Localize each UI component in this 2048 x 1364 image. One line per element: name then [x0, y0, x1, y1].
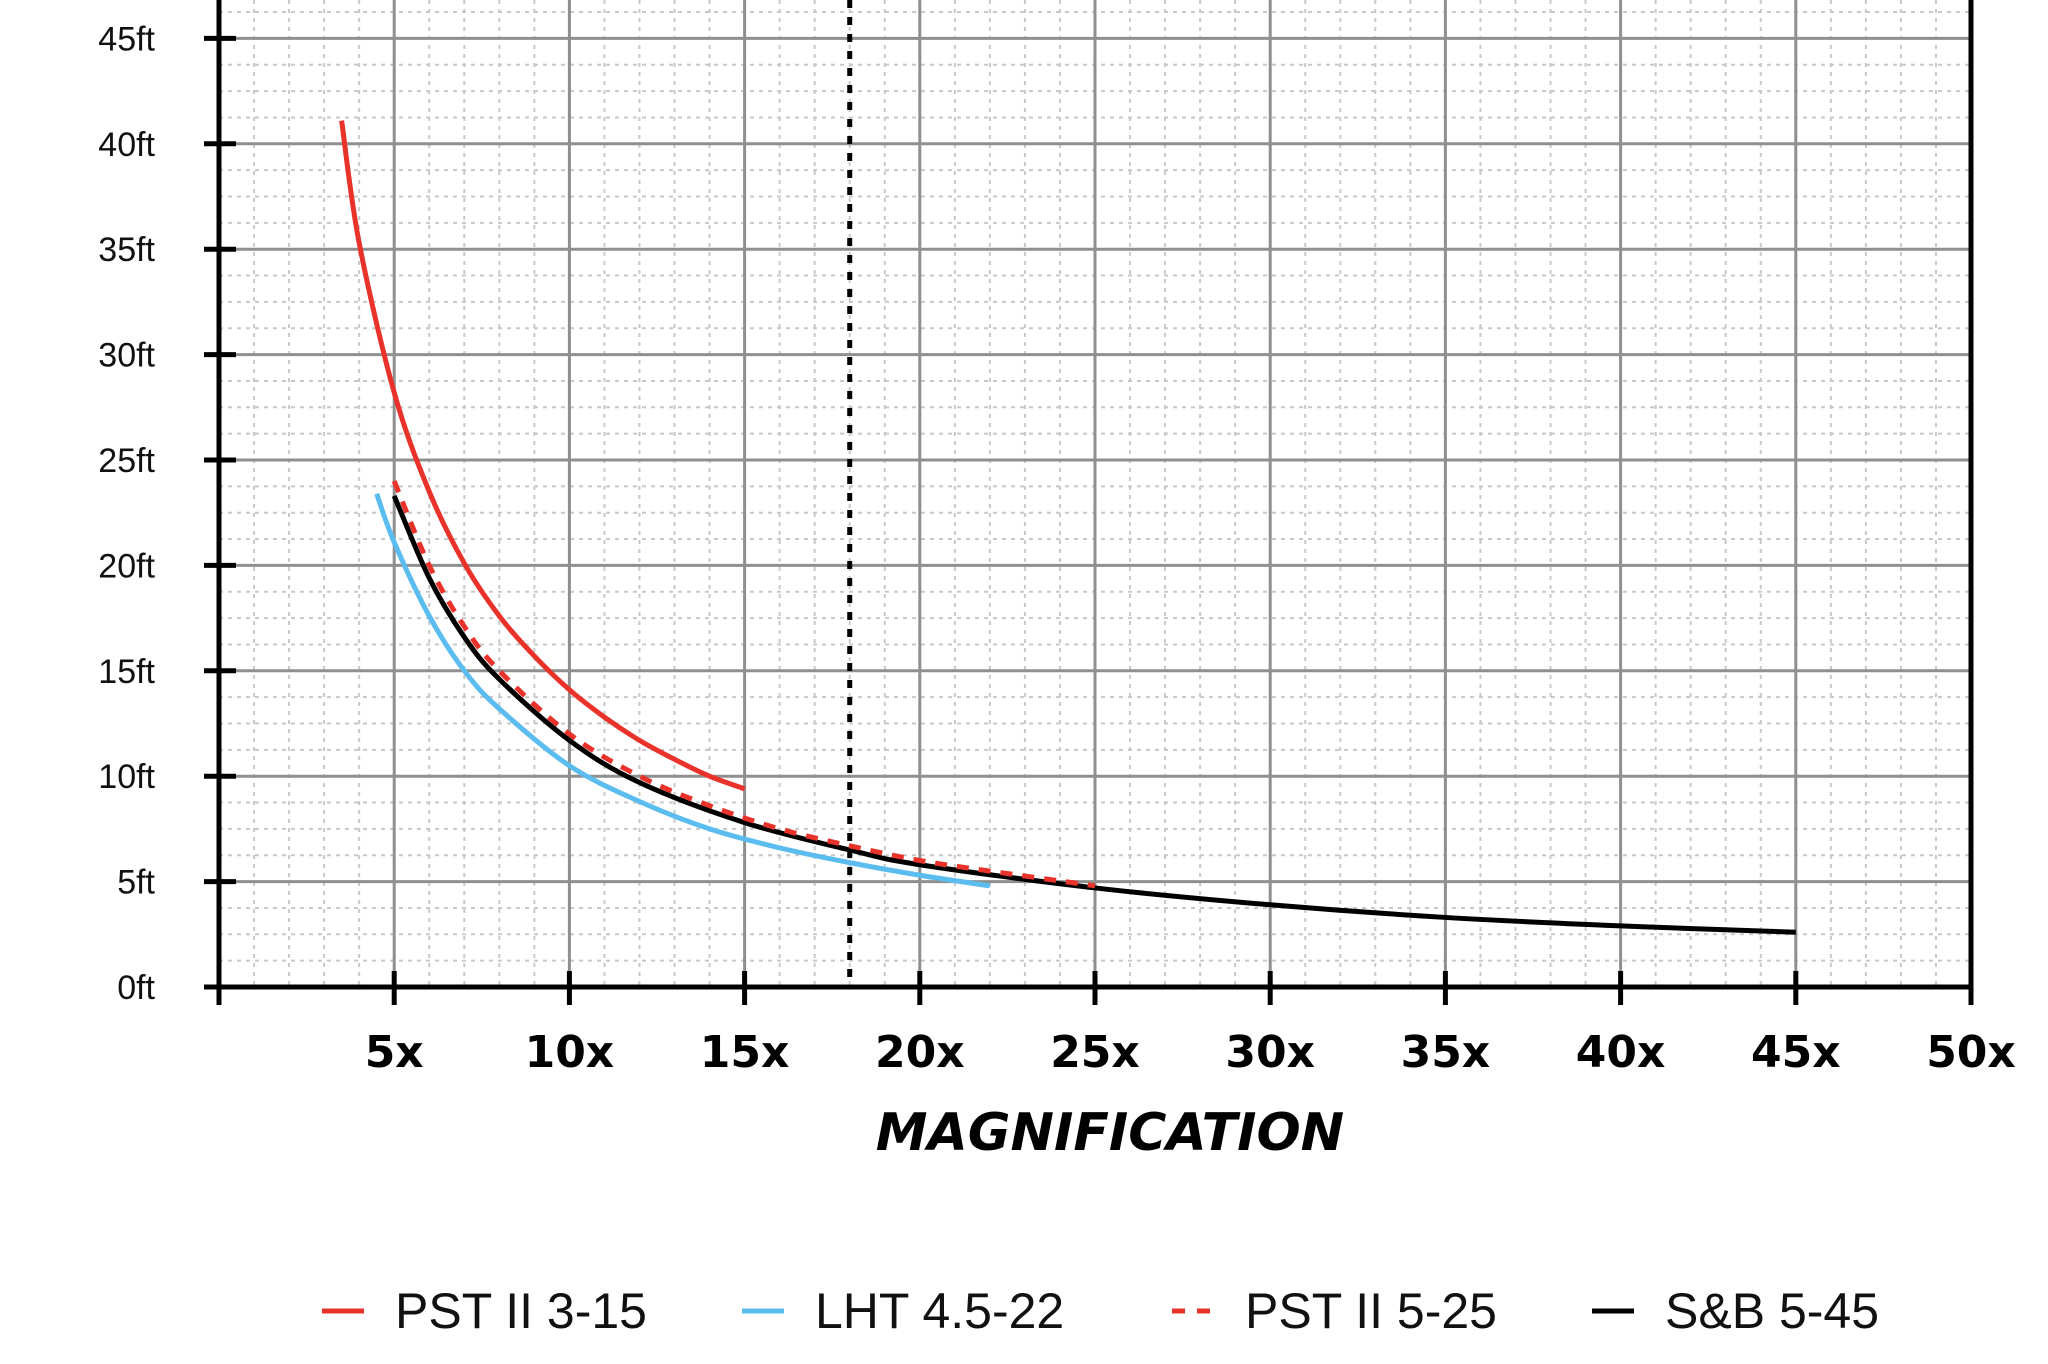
major-grid — [219, 0, 1971, 987]
series-line-lht-4-5-22 — [374, 492, 991, 889]
y-tick-label: 10ft — [98, 758, 155, 796]
legend-label: S&B 5-45 — [1665, 1283, 1879, 1339]
x-tick-label: 40x — [1576, 1027, 1666, 1078]
x-tick-label: 45x — [1751, 1027, 1841, 1078]
y-tick-label: 15ft — [98, 653, 155, 691]
x-tick-label: 5x — [365, 1027, 424, 1078]
x-tick-label: 20x — [875, 1027, 965, 1078]
x-tick-label: 15x — [700, 1027, 790, 1078]
y-tick-labels: 0ft 5ft 10ft 15ft 20ft 25ft 30ft 35ft 40ft 45ft — [98, 20, 155, 1007]
series-line-s-b-5-45 — [391, 494, 1796, 935]
y-tick-label: 25ft — [98, 442, 155, 480]
axes — [204, 0, 1974, 1005]
y-tick-label: 5ft — [117, 864, 155, 902]
x-axis-label: MAGNIFICATION — [876, 1103, 1344, 1163]
x-tick-label: 25x — [1050, 1027, 1140, 1078]
series-layer — [339, 120, 1796, 935]
legend-label: LHT 4.5-22 — [815, 1283, 1064, 1339]
series-line-pst-ii-5-25 — [391, 480, 1096, 889]
x-tick-label: 50x — [1926, 1027, 2016, 1078]
legend-label: PST II 3-15 — [395, 1283, 647, 1339]
y-tick-label: 20ft — [98, 547, 155, 585]
y-tick-label: 30ft — [98, 337, 155, 375]
legend: PST II 3-15 LHT 4.5-22 PST II 5-25 S&B 5-45 — [322, 1283, 1879, 1339]
legend-label: PST II 5-25 — [1245, 1283, 1497, 1339]
x-tick-label: 30x — [1225, 1027, 1315, 1078]
series-line-pst-ii-3-15 — [339, 120, 746, 792]
y-tick-label: 0ft — [117, 969, 155, 1007]
x-tick-labels: 5x 10x 15x 20x 25x 30x 35x 40x 45x 50x — [365, 1027, 2016, 1078]
y-tick-label: 35ft — [98, 231, 155, 269]
x-tick-label: 10x — [525, 1027, 615, 1078]
x-tick-label: 35x — [1401, 1027, 1491, 1078]
y-tick-label: 40ft — [98, 126, 155, 164]
y-tick-label: 45ft — [98, 20, 155, 58]
